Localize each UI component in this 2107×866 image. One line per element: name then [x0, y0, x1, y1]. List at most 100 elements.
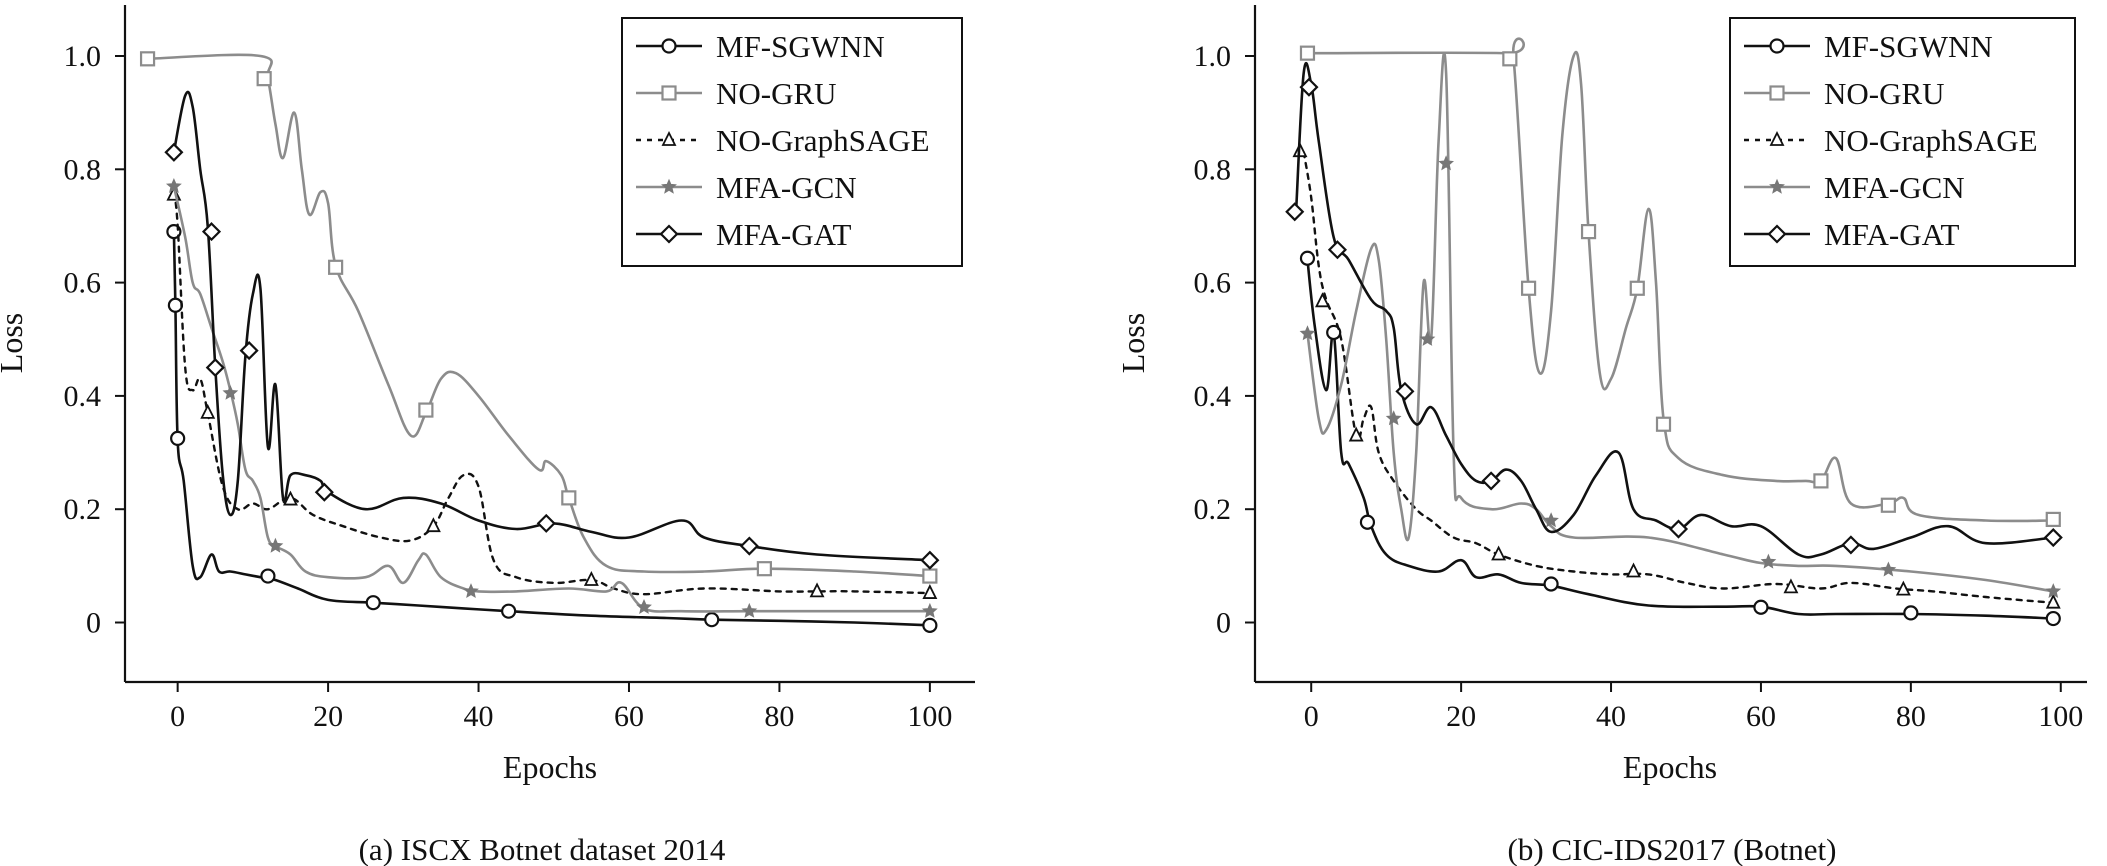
x-tick-label-b: 60 [1746, 700, 1776, 733]
x-axis-title-a: Epochs [503, 749, 597, 785]
plot-area-a: 0 20 40 60 80 100 0 0.2 0.4 0.6 0.8 1.0 [64, 5, 975, 733]
marker-mfa-gcn [1880, 561, 1897, 577]
marker-mf-sgwnn [1903, 605, 1919, 621]
marker-mfa-gat [201, 222, 222, 242]
marker-mfa-gat [1841, 535, 1861, 555]
x-tick-label-a: 40 [464, 700, 494, 733]
y-tick-label-b: 0.4 [1194, 380, 1232, 413]
marker-mfa-gat [536, 513, 556, 533]
caption-b: (b) CIC-IDS2017 (Botnet) [1508, 832, 1837, 866]
marker-no-gru [256, 71, 272, 87]
marker-mfa-gcn [921, 602, 938, 618]
marker-mfa-gcn [267, 537, 284, 553]
legend-label-no-graphsage: NO-GraphSAGE [1824, 123, 2038, 158]
y-axis-title-a: Loss [0, 313, 29, 373]
marker-mfa-gcn [1385, 410, 1402, 426]
marker-mf-sgwnn [167, 297, 183, 313]
series-line-no-gru [146, 53, 932, 578]
marker-mf-sgwnn [365, 595, 381, 611]
legend-label-mfa-gcn: MFA-GCN [716, 170, 857, 205]
series-group-a [139, 51, 940, 633]
y-tick-label-a: 0.4 [64, 380, 102, 413]
marker-mfa-gat [739, 536, 759, 556]
marker-mfa-gcn [165, 178, 182, 194]
marker-no-graphsage [1315, 292, 1330, 308]
marker-mfa-gcn [1543, 512, 1559, 528]
legend-label-no-gru: NO-GRU [1824, 76, 1945, 111]
marker-mf-sgwnn [170, 430, 186, 446]
y-tick-label-b: 0.6 [1194, 267, 1232, 300]
legend-marker-mfa-gcn [1769, 178, 1785, 194]
marker-mf-sgwnn [501, 603, 517, 619]
legend-marker-mf-sgwnn [661, 38, 677, 54]
marker-no-gru [139, 51, 156, 67]
legend-marker-no-graphsage [661, 130, 677, 146]
marker-mfa-gat [239, 341, 259, 361]
marker-no-gru [1520, 280, 1537, 296]
x-tick-label-a: 20 [313, 700, 343, 733]
x-tick-label-b: 80 [1896, 700, 1926, 733]
y-tick-label-b: 0 [1216, 607, 1231, 640]
series-line-mf-sgwnn [1306, 258, 2055, 620]
marker-mfa-gcn [636, 598, 652, 614]
x-tick-label-a: 60 [614, 700, 644, 733]
marker-no-gru [1299, 45, 1316, 61]
y-tick-label-b: 0.2 [1194, 493, 1232, 526]
legend-label-mfa-gat: MFA-GAT [716, 217, 852, 252]
y-tick-label-b: 1.0 [1194, 40, 1232, 73]
panel-a: 0 20 40 60 80 100 0 0.2 0.4 0.6 0.8 1.0 Epochs Loss… [0, 5, 975, 866]
legend-marker-no-gru [1769, 85, 1785, 101]
marker-no-graphsage [2045, 593, 2061, 609]
x-tick-label-b: 0 [1304, 700, 1319, 733]
series-group-b [1285, 37, 2063, 627]
legend-frame-b [1729, 17, 2076, 267]
marker-mf-sgwnn [1753, 599, 1769, 615]
series-line-mfa-gat [172, 90, 932, 562]
series-line-no-graphsage [1302, 151, 2055, 604]
marker-mfa-gat [205, 358, 225, 378]
marker-mf-sgwnn [260, 568, 276, 584]
legend-label-mfa-gat: MFA-GAT [1824, 217, 1960, 252]
legend-marker-mfa-gat [659, 224, 679, 244]
series-line-no-gru [1306, 37, 2055, 523]
series-line-mfa-gcn [1306, 52, 2055, 593]
ticks-b: 0 20 40 60 80 100 0 0.2 0.4 0.6 0.8 1.0 [1194, 40, 2084, 733]
legend-marker-mfa-gat [1767, 224, 1787, 244]
marker-no-graphsage [1348, 426, 1364, 442]
marker-no-gru [1502, 51, 1518, 67]
marker-no-graphsage [200, 403, 216, 419]
marker-no-gru [418, 402, 434, 418]
legend-label-no-gru: NO-GRU [716, 76, 837, 111]
y-axis-title-b: Loss [1115, 313, 1151, 373]
y-tick-label-a: 0.2 [64, 493, 102, 526]
plot-area-b: 0 20 40 60 80 100 0 0.2 0.4 0.6 0.8 1.0 [1194, 5, 2087, 733]
marker-no-gru [1629, 280, 1645, 296]
legend-marker-no-graphsage [1769, 130, 1785, 146]
marker-no-graphsage [425, 517, 441, 533]
marker-mfa-gat [1285, 202, 1305, 222]
marker-mfa-gcn [1299, 325, 1316, 341]
legend-a: MF-SGWNN NO-GRU NO-GraphSAGE MFA-GCN MFA-GAT [621, 17, 963, 267]
marker-mf-sgwnn [1543, 576, 1559, 592]
marker-no-gru [1880, 497, 1896, 513]
marker-mfa-gcn [463, 583, 479, 599]
x-axis-title-b: Epochs [1623, 749, 1717, 785]
x-tick-label-a: 100 [907, 700, 952, 733]
y-tick-label-b: 0.8 [1194, 153, 1232, 186]
y-tick-label-a: 0.6 [64, 267, 102, 300]
x-tick-label-b: 40 [1596, 700, 1626, 733]
marker-no-gru [1580, 224, 1597, 240]
marker-mf-sgwnn [1359, 514, 1376, 530]
marker-mfa-gcn [2045, 583, 2062, 599]
legend-label-mfa-gcn: MFA-GCN [1824, 170, 1965, 205]
marker-mfa-gat [1327, 240, 1348, 260]
marker-mfa-gat [1668, 519, 1689, 539]
caption-a: (a) ISCX Botnet dataset 2014 [359, 832, 726, 866]
marker-no-graphsage [583, 571, 599, 586]
marker-mfa-gat [1481, 471, 1501, 491]
marker-mfa-gcn [1760, 553, 1777, 569]
x-tick-label-b: 20 [1446, 700, 1476, 733]
y-tick-label-a: 1.0 [64, 40, 102, 73]
legend-marker-mfa-gcn [661, 178, 677, 194]
